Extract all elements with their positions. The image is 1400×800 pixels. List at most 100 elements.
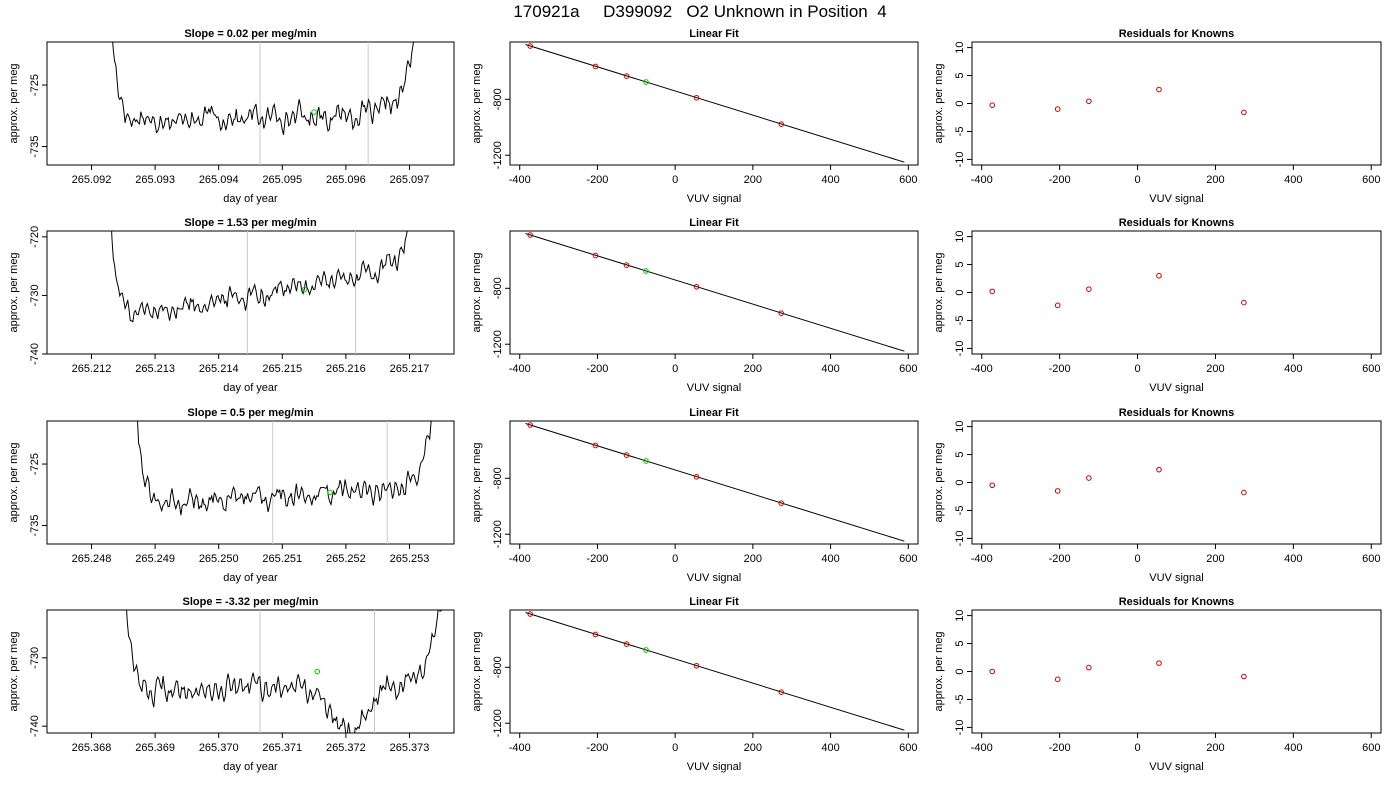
known-point <box>989 668 996 675</box>
panel-r2-c1: Slope = 1.53 per meg/min 265.212 265.213 26… <box>8 217 455 394</box>
y-tick-label: 0 <box>954 668 966 674</box>
known-point <box>527 422 534 428</box>
x-tick-label: 265.251 <box>262 553 302 565</box>
x-tick-label: 200 <box>1206 742 1224 754</box>
x-tick-label: 265.212 <box>72 363 112 375</box>
known-point <box>1156 272 1162 279</box>
x-tick-label: 200 <box>1206 174 1224 186</box>
unknown-point <box>643 647 649 653</box>
panel-r1-c1: Slope = 0.02 per meg/min 265.092 265.093 26… <box>8 28 455 205</box>
known-point <box>1241 299 1247 306</box>
plot-title: Slope = -3.32 per meg/min <box>182 596 318 608</box>
y-tick-label: -800 <box>492 277 504 299</box>
y-axis-label: approx. per meg <box>933 631 945 711</box>
panel-r3-c3: Residuals for Knowns -400 -200 0 200 400 600 -1… <box>933 407 1382 584</box>
unknown-point <box>643 79 649 85</box>
x-axis-label: VUV signal <box>1149 382 1203 394</box>
y-axis-label: approx. per meg <box>8 442 20 522</box>
x-tick-label: -400 <box>971 553 993 565</box>
y-tick-label: 5 <box>954 72 966 78</box>
panel-r2-c2: Linear Fit -400 -200 0 200 400 600 -1200 -800 VUV… <box>471 217 919 394</box>
plot-area <box>525 611 905 731</box>
x-tick-label: 265.369 <box>135 742 175 754</box>
known-point <box>989 288 996 295</box>
x-tick-label: 265.097 <box>390 174 430 186</box>
unknown-point <box>327 489 333 496</box>
data-series-line <box>126 610 442 733</box>
plot-title: Linear Fit <box>689 217 739 229</box>
data-series-line <box>111 231 410 323</box>
plot-frame <box>509 41 919 166</box>
x-tick-label: 265.249 <box>135 553 175 565</box>
y-tick-label: -5 <box>954 316 966 326</box>
known-point <box>592 252 599 259</box>
x-tick-label: 265.095 <box>262 174 302 186</box>
x-tick-label: -200 <box>1049 174 1071 186</box>
x-tick-label: 265.217 <box>390 363 430 375</box>
y-tick-label: 5 <box>954 640 966 646</box>
x-tick-label: 200 <box>1206 553 1224 565</box>
x-tick-label: 600 <box>1362 742 1380 754</box>
y-tick-label: 10 <box>954 420 966 432</box>
y-tick-label: 5 <box>954 261 966 267</box>
x-tick-label: -400 <box>509 553 531 565</box>
x-tick-label: -200 <box>586 742 608 754</box>
known-point <box>592 442 599 449</box>
x-tick-label: 265.253 <box>390 553 430 565</box>
x-tick-label: 200 <box>1206 363 1224 375</box>
x-tick-label: -400 <box>971 174 993 186</box>
plot-area <box>137 421 432 544</box>
plot-title: Linear Fit <box>689 28 739 40</box>
y-axis-label: approx. per meg <box>933 442 945 522</box>
known-point <box>623 641 630 647</box>
x-tick-label: -200 <box>586 174 608 186</box>
x-tick-label: 265.213 <box>135 363 175 375</box>
y-axis-label: approx. per meg <box>8 63 20 143</box>
x-tick-label: 265.373 <box>390 742 430 754</box>
known-point <box>1156 660 1162 666</box>
x-tick-label: 200 <box>744 553 762 565</box>
known-point <box>1086 475 1092 481</box>
plot-area <box>525 422 905 542</box>
x-tick-label: 265.250 <box>199 553 239 565</box>
x-tick-label: -200 <box>1049 363 1071 375</box>
panel-r3-c1: Slope = 0.5 per meg/min 265.248 265.249 265… <box>8 407 455 584</box>
x-tick-label: 265.371 <box>262 742 302 754</box>
y-tick-label: -800 <box>492 467 504 489</box>
known-point <box>527 43 534 49</box>
plot-area <box>525 43 905 163</box>
y-axis-label: approx. per meg <box>8 631 20 711</box>
x-tick-label: 0 <box>672 174 678 186</box>
x-tick-label: 0 <box>672 742 678 754</box>
known-point <box>1156 466 1162 473</box>
y-axis-label: approx. per meg <box>471 63 483 143</box>
x-tick-label: 400 <box>1284 363 1302 375</box>
plot-title: Residuals for Knowns <box>1119 28 1235 40</box>
fit-line <box>525 44 905 163</box>
x-tick-label: -400 <box>509 174 531 186</box>
plot-title: Slope = 0.02 per meg/min <box>184 28 317 40</box>
plot-frame <box>509 420 919 545</box>
x-axis-label: day of year <box>223 382 278 394</box>
plot-frame <box>971 41 1382 166</box>
plot-area <box>989 272 1247 309</box>
plot-frame <box>46 41 455 166</box>
y-tick-label: -725 <box>29 453 41 475</box>
y-tick-label: -10 <box>954 719 966 735</box>
x-tick-label: 265.094 <box>199 174 239 186</box>
x-tick-label: 0 <box>1134 742 1140 754</box>
x-tick-label: 200 <box>744 742 762 754</box>
known-point <box>623 452 630 458</box>
panel-r3-c2: Linear Fit -400 -200 0 200 400 600 -1200 -800 VUV… <box>471 407 919 584</box>
known-point <box>592 63 599 70</box>
y-tick-label: -10 <box>954 530 966 546</box>
y-tick-label: -740 <box>29 343 41 365</box>
x-tick-label: 400 <box>1284 742 1302 754</box>
y-tick-label: -735 <box>29 136 41 158</box>
y-tick-label: -730 <box>29 647 41 669</box>
known-point <box>778 500 785 506</box>
x-tick-label: 265.252 <box>326 553 366 565</box>
x-tick-label: 600 <box>899 174 917 186</box>
y-tick-label: 10 <box>954 609 966 621</box>
plot-frame <box>971 230 1382 355</box>
